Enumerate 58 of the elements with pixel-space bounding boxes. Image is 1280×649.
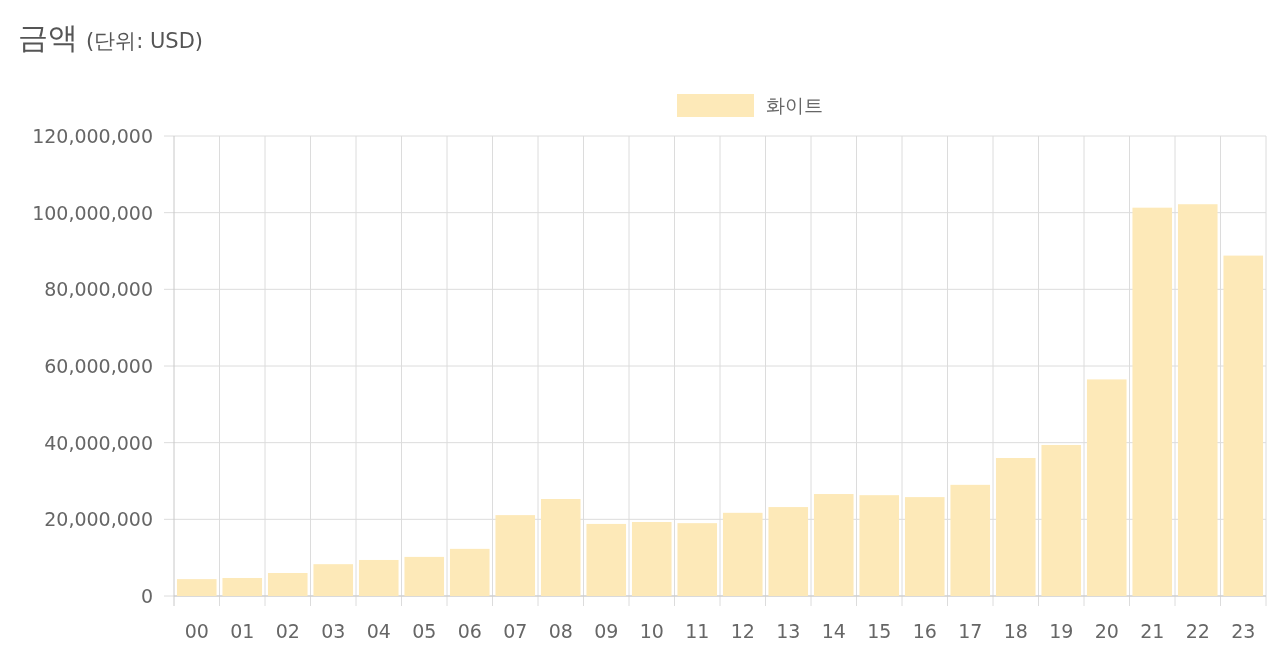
bar [722, 512, 763, 596]
x-tick-label: 11 [685, 620, 710, 642]
x-tick-label: 12 [730, 620, 755, 642]
bar [176, 579, 217, 596]
x-tick-label: 10 [639, 620, 664, 642]
bar [768, 507, 809, 596]
bar [267, 573, 308, 596]
bar [904, 497, 945, 596]
x-tick-label: 19 [1049, 620, 1074, 642]
x-tick-label: 23 [1231, 620, 1256, 642]
bar [631, 522, 672, 596]
x-tick-label: 03 [321, 620, 346, 642]
x-tick-label: 22 [1185, 620, 1210, 642]
bar [449, 548, 490, 596]
x-tick-label: 00 [184, 620, 209, 642]
y-tick-label: 20,000,000 [44, 508, 153, 531]
x-tick-label: 20 [1094, 620, 1119, 642]
bar [1177, 204, 1218, 596]
y-tick-label: 60,000,000 [44, 355, 153, 377]
x-tick-label: 15 [867, 620, 892, 642]
x-tick-label: 14 [821, 620, 846, 642]
x-tick-label: 13 [776, 620, 801, 642]
x-tick-label: 02 [275, 620, 300, 642]
x-tick-label: 18 [1003, 620, 1028, 642]
x-tick-label: 05 [412, 620, 437, 642]
x-tick-label: 21 [1140, 620, 1165, 642]
bar [950, 484, 991, 596]
y-tick-label: 0 [140, 585, 153, 607]
bar [358, 559, 399, 596]
x-tick-label: 08 [548, 620, 573, 642]
x-tick-label: 04 [366, 620, 391, 642]
legend-label: 화이트 [766, 94, 823, 116]
chart-subtitle: (단위: USD) [86, 29, 204, 53]
x-tick-label: 07 [503, 620, 528, 642]
x-tick-label: 06 [457, 620, 482, 642]
bar [677, 523, 718, 596]
bar [1132, 207, 1173, 596]
bar [404, 556, 445, 596]
bar [1086, 379, 1127, 596]
bar [222, 577, 263, 596]
bar [1223, 255, 1264, 596]
y-tick-label: 40,000,000 [44, 431, 153, 454]
bar [995, 458, 1036, 596]
bar [813, 494, 854, 596]
x-tick-label: 17 [958, 620, 983, 642]
bar [540, 499, 581, 596]
bar [1041, 444, 1082, 596]
y-tick-label: 120,000,000 [32, 125, 153, 147]
x-tick-label: 16 [912, 620, 937, 642]
x-tick-label: 09 [594, 620, 619, 642]
x-tick-label: 01 [230, 620, 255, 642]
y-tick-label: 80,000,000 [44, 278, 153, 301]
bar [859, 495, 900, 596]
bar [586, 523, 627, 596]
title: 금액 [18, 20, 78, 55]
bar [495, 515, 536, 596]
y-tick-label: 100,000,000 [32, 201, 153, 224]
bar [313, 564, 354, 596]
